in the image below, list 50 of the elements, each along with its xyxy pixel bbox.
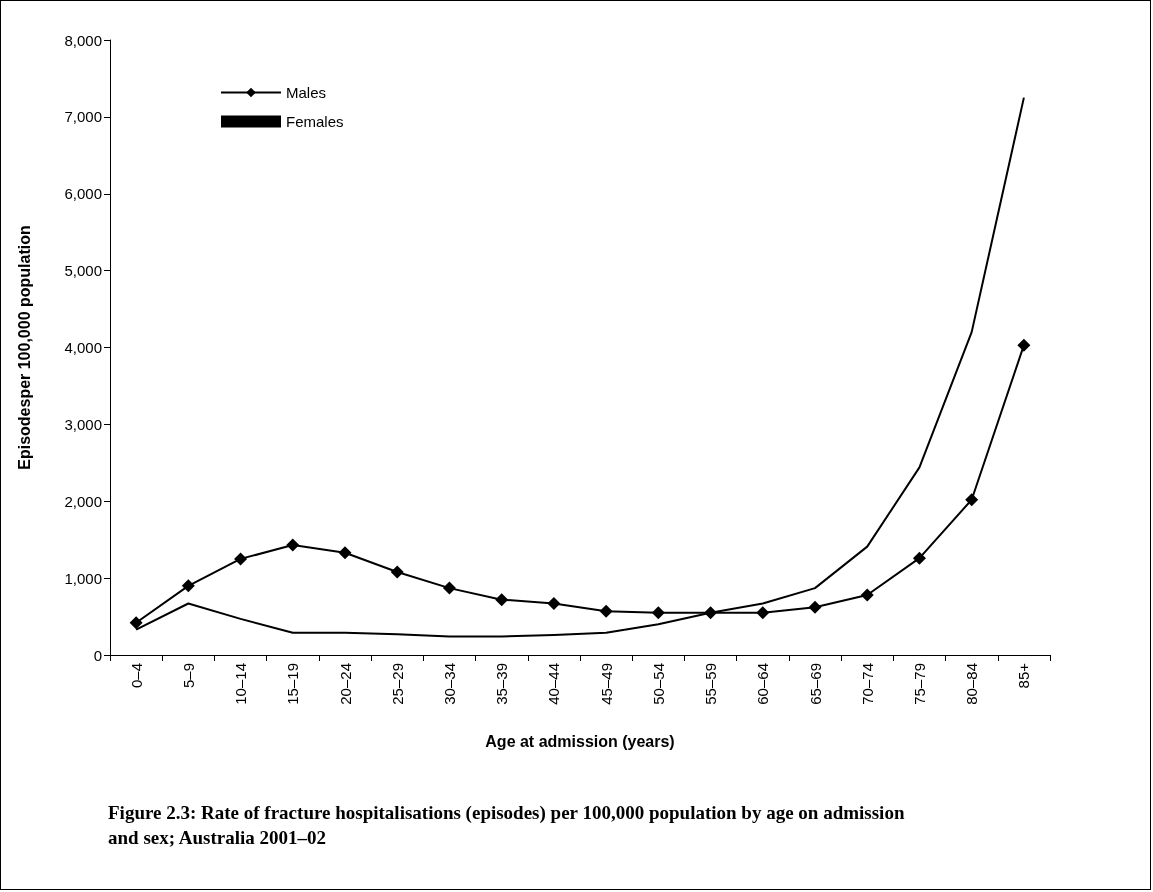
y-tick-label: 0 [93,646,102,664]
y-tick-label: 7,000 [64,108,102,126]
point [286,538,300,552]
x-tick-label: 0–4 [127,663,145,689]
point [338,546,352,560]
x-tick-label: 5–9 [179,663,197,689]
point [651,606,665,620]
point [912,551,926,565]
point [129,616,143,630]
x-tick-label: 50–54 [649,663,667,705]
point [181,579,195,593]
y-tick-label: 6,000 [64,185,102,203]
x-tick-label: 15–19 [284,663,302,705]
point [234,552,248,566]
x-tick-label: 30–34 [440,663,458,705]
point [547,596,561,610]
point [1017,338,1031,352]
y-tick-label: 5,000 [64,262,102,280]
x-tick-label: 25–29 [388,663,406,705]
point [965,493,979,507]
point [390,565,404,579]
y-tick-label: 3,000 [64,415,102,433]
legend-label: Males [286,84,327,101]
x-tick-label: 60–64 [754,663,772,705]
x-tick-label: 75–79 [910,663,928,705]
x-tick-label: 70–74 [858,663,876,705]
point [704,606,718,620]
point [599,604,613,618]
x-tick-label: 20–24 [336,663,354,705]
x-tick-label: 85+ [1015,662,1033,689]
x-tick-label: 10–14 [232,663,250,705]
y-tick-label: 4,000 [64,339,102,356]
x-tick-label: 45–49 [597,663,615,705]
y-tick-label: 1,000 [64,569,102,587]
point [756,606,770,620]
x-tick-label: 80–84 [963,663,981,705]
x-axis-title: Age at admission (years) [485,732,675,750]
point [442,581,456,595]
y-axis-title: Episodesper 100,000 population [15,225,33,470]
x-tick-label: 35–39 [493,663,511,705]
y-tick-label: 2,000 [64,492,102,510]
legend-label: Females [286,113,344,130]
x-tick-label: 55–59 [702,663,720,705]
point [495,593,509,607]
point [808,600,822,614]
x-tick-label: 40–44 [545,663,563,705]
point [860,588,874,602]
y-tick-label: 8,000 [64,31,102,49]
text: Figure 2.3: Rate of fracture hospitalisations (episodes) per 100,000 population by age on admission and sex; Australia 2001–02 [108,801,906,850]
x-tick-label: 65–69 [806,663,824,705]
